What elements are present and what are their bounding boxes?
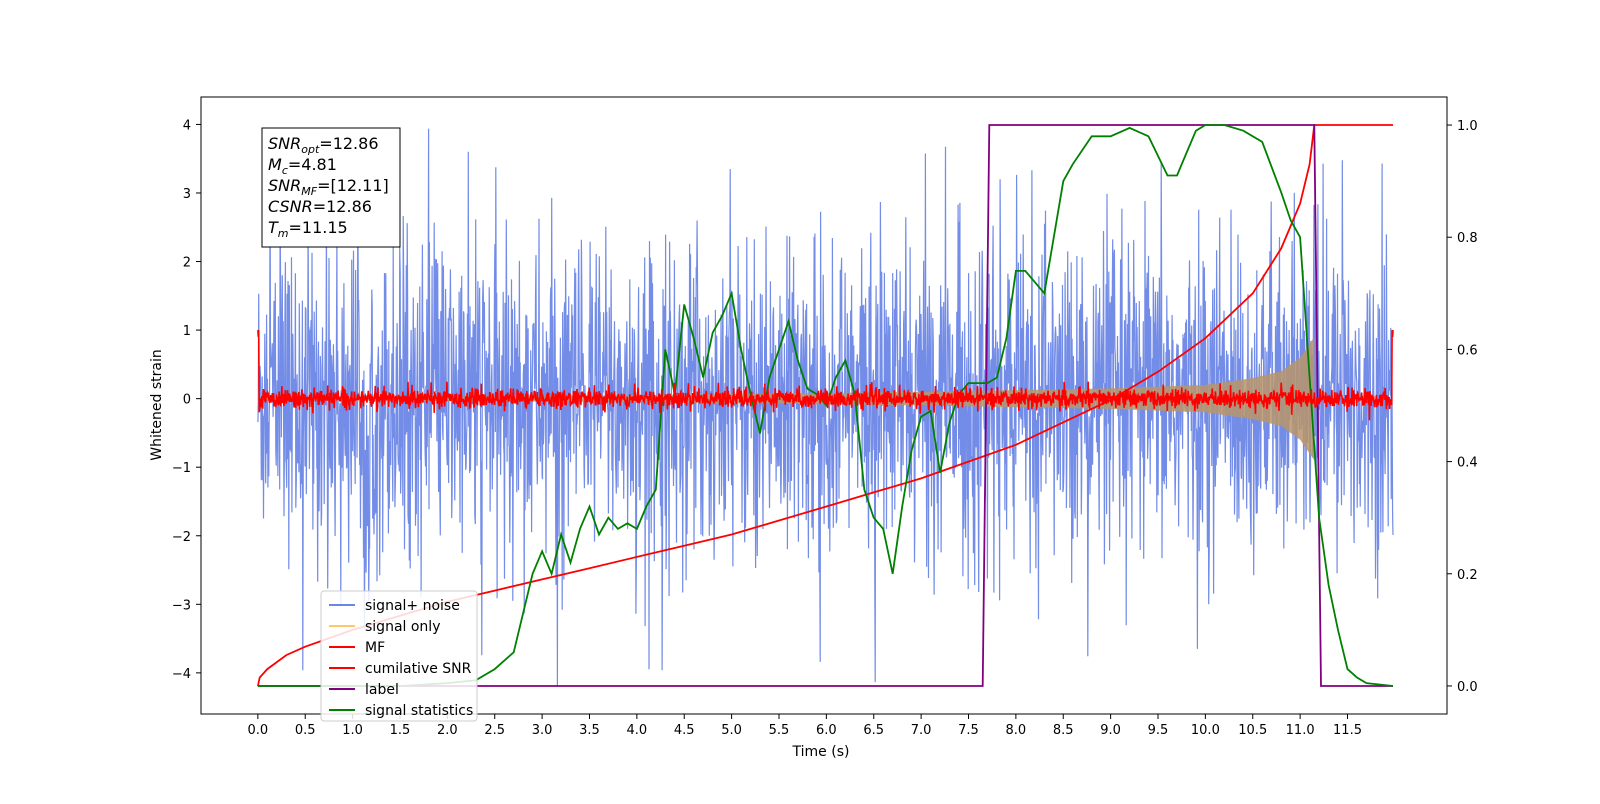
legend-label: signal only	[365, 619, 440, 635]
info-line-value: =4.81	[288, 155, 337, 174]
x-tick-label: 3.0	[532, 723, 553, 738]
series-signal-statistics	[257, 124, 1394, 687]
x-tick-label: 2.5	[484, 723, 505, 738]
y-axis-label: Whitened strain	[149, 349, 165, 460]
x-tick-label: 7.5	[958, 723, 979, 738]
series-mf	[257, 330, 1394, 421]
x-tick-label: 8.0	[1006, 723, 1027, 738]
info-line-value: =11.15	[289, 218, 348, 237]
x-tick-label: 4.5	[674, 723, 695, 738]
x-tick-label: 9.5	[1148, 723, 1169, 738]
plot-area	[257, 124, 1394, 687]
x-tick-label: 6.5	[863, 723, 884, 738]
y-right-tick-label: 0.4	[1457, 456, 1478, 471]
plot-frame	[200, 96, 1448, 715]
x-axis-label: Time (s)	[792, 744, 850, 760]
x-tick-label: 2.0	[437, 723, 458, 738]
info-line-subscript: opt	[301, 143, 320, 156]
y-tick-label: 1	[183, 324, 191, 339]
info-line: SNRMF=[12.11]	[268, 176, 389, 198]
legend-label: cumilative SNR	[365, 661, 472, 677]
y-tick-label: −2	[172, 530, 191, 545]
info-line: SNRopt=12.86	[268, 134, 379, 156]
y-tick-label: 2	[183, 256, 191, 271]
legend-label: signal+ noise	[365, 598, 460, 614]
x-tick-label: 10.0	[1191, 723, 1220, 738]
legend-label: label	[365, 682, 399, 698]
y-right-tick-label: 0.0	[1457, 680, 1478, 695]
y-tick-label: −3	[172, 598, 191, 613]
x-tick-label: 11.5	[1333, 723, 1362, 738]
legend-label: MF	[365, 640, 385, 656]
x-tick-label: 8.5	[1053, 723, 1074, 738]
info-line: CSNR=12.86	[268, 197, 372, 216]
x-tick-label: 3.5	[579, 723, 600, 738]
info-line: Mc=4.81	[268, 155, 337, 177]
info-line-subscript: MF	[301, 185, 317, 198]
info-line-symbol: T	[268, 218, 279, 237]
info-line: Tm=11.15	[268, 218, 348, 240]
y-right-tick-label: 0.8	[1457, 231, 1478, 246]
info-box-frame	[261, 127, 401, 248]
x-tick-label: 5.0	[721, 723, 742, 738]
info-line-symbol: SNR	[268, 134, 301, 153]
info-line-value: =12.86	[313, 197, 372, 216]
info-line-subscript: m	[278, 227, 289, 240]
x-tick-label: 0.0	[248, 723, 269, 738]
axes: 0.0 0.5 1.0 1.5 2.0 2.5 3.0 3.5 4.0 4.5 5.0 5.5 6.0 6…	[172, 118, 1478, 738]
info-box: SNRopt=12.86Mc=4.81SNRMF=[12.11]CSNR=12.…	[261, 127, 401, 248]
y-tick-label: −4	[172, 667, 191, 682]
y-tick-label: 0	[183, 393, 191, 408]
y-right-tick-label: 1.0	[1457, 119, 1478, 134]
x-tick-label: 0.5	[295, 723, 316, 738]
info-line-symbol: CSNR	[268, 197, 313, 216]
info-line-subscript: c	[282, 164, 288, 177]
legend: signal+ noise signal only MF cumilative SNR…	[320, 590, 478, 722]
y-tick-label: 4	[183, 118, 191, 133]
info-line-symbol: M	[268, 155, 282, 174]
x-tick-label: 1.5	[390, 723, 411, 738]
legend-frame	[320, 590, 478, 722]
y-tick-label: 3	[183, 187, 191, 202]
x-tick-label: 11.0	[1286, 723, 1315, 738]
x-tick-label: 5.5	[769, 723, 790, 738]
x-tick-label: 6.0	[816, 723, 837, 738]
x-tick-label: 10.5	[1238, 723, 1267, 738]
x-tick-label: 4.0	[627, 723, 648, 738]
x-tick-label: 9.0	[1100, 723, 1121, 738]
info-line-symbol: SNR	[268, 176, 301, 195]
y-tick-label: −1	[172, 461, 191, 476]
series-label	[257, 124, 1393, 687]
y-right-tick-label: 0.2	[1457, 568, 1478, 583]
info-line-value: =12.86	[319, 134, 378, 153]
x-tick-label: 7.0	[911, 723, 932, 738]
x-tick-label: 1.0	[342, 723, 363, 738]
info-line-value: =[12.11]	[317, 176, 389, 195]
y-right-tick-label: 0.6	[1457, 343, 1478, 358]
legend-label: signal statistics	[365, 703, 473, 719]
